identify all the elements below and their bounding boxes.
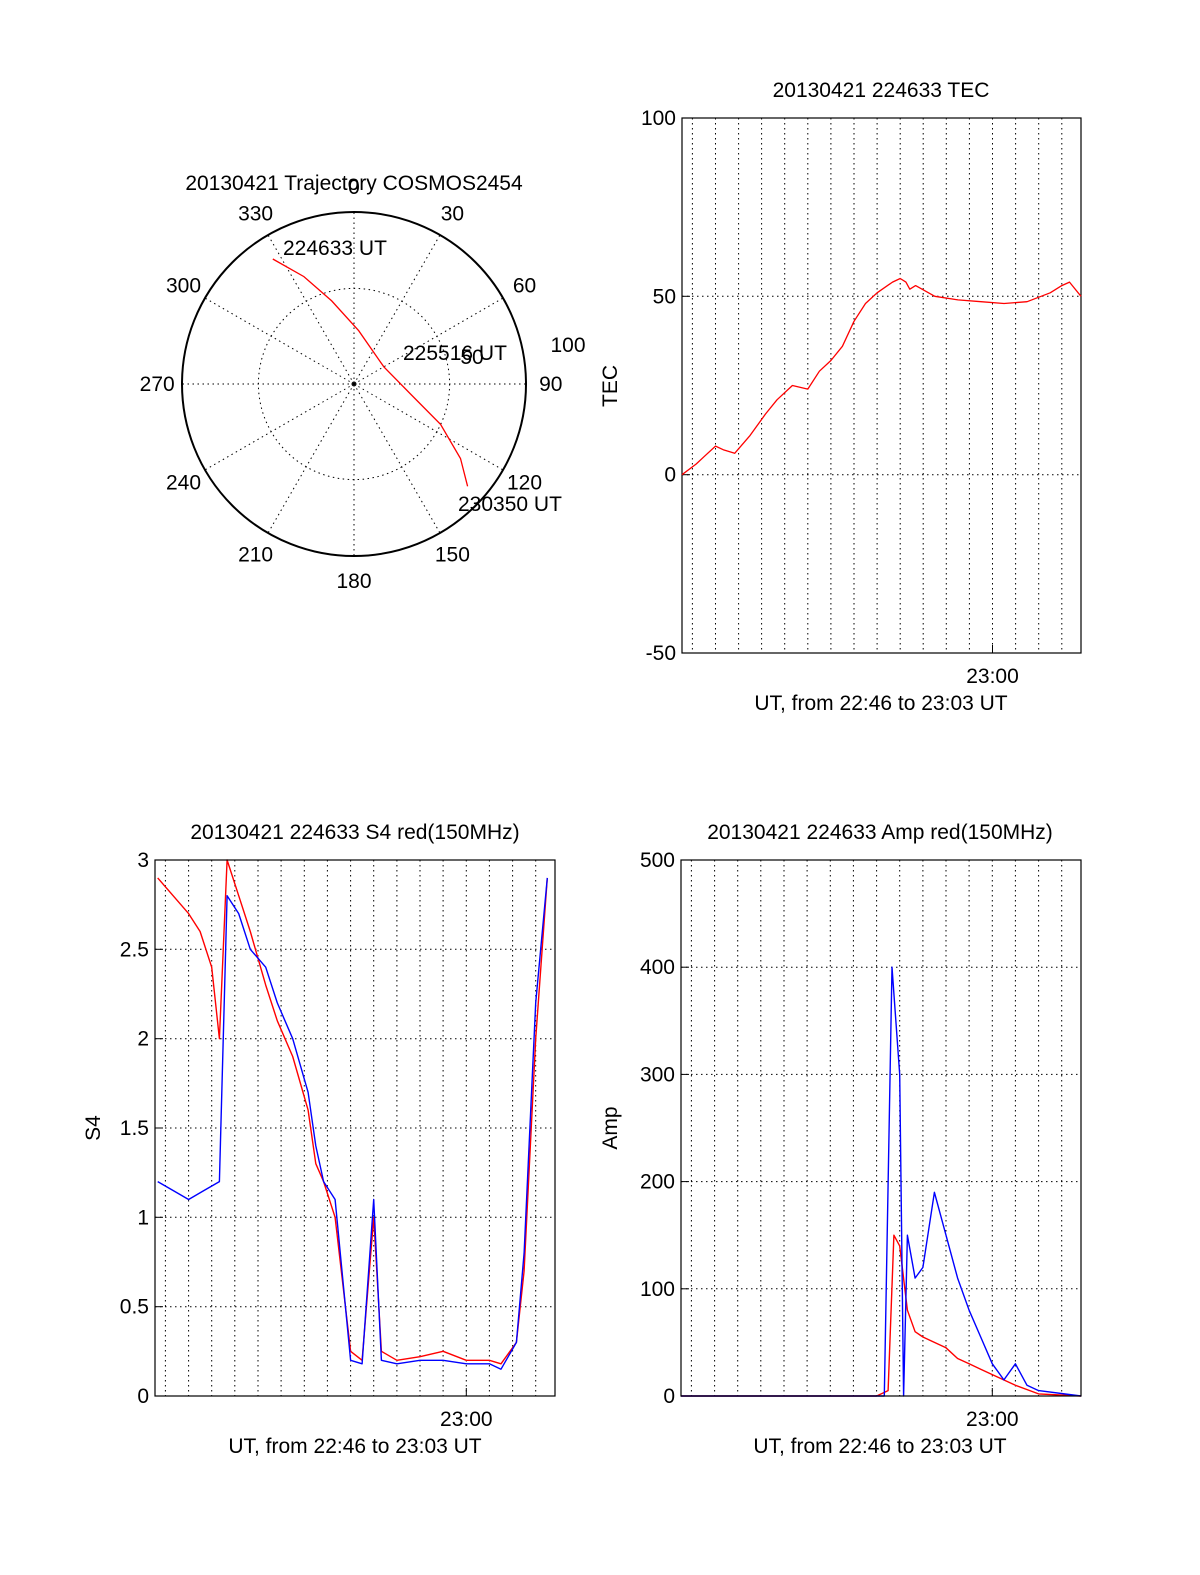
tec-ytick-label: 50 bbox=[653, 285, 676, 308]
s4-ytick-label: 1 bbox=[137, 1206, 149, 1229]
polar-spoke bbox=[204, 297, 355, 385]
polar-labels: 0 30 60 90 120 150 180 210 240 270 300 330 50 100 bbox=[140, 176, 586, 593]
tec-xticks: 23:00 bbox=[966, 665, 1019, 688]
amp-series bbox=[681, 966, 1082, 1397]
tec-ylabel: TEC bbox=[599, 365, 622, 407]
s4-ytick-label: 1.5 bbox=[120, 1117, 149, 1140]
s4-ytick-label: 2.5 bbox=[120, 938, 149, 961]
track-annotations: 224633 UT 225516 UT 230350 UT bbox=[283, 237, 562, 516]
tec-title: 20130421 224633 TEC bbox=[773, 79, 990, 102]
amp-series-line-1 bbox=[681, 966, 1082, 1397]
polar-spoke bbox=[204, 383, 355, 471]
s4-ytick-label: 2 bbox=[137, 1028, 149, 1051]
s4-grid bbox=[155, 859, 555, 1397]
azimuth-label: 90 bbox=[539, 373, 562, 396]
tec-xlabel: UT, from 22:46 to 23:03 UT bbox=[754, 692, 1007, 715]
s4-ytick-label: 0 bbox=[137, 1385, 149, 1408]
amp-yticks: 0 100 200 300 400 500 bbox=[640, 849, 675, 1408]
azimuth-label: 240 bbox=[166, 471, 201, 494]
s4-series bbox=[157, 859, 548, 1370]
polar-spoke bbox=[353, 383, 504, 471]
amp-ytick-label: 300 bbox=[640, 1063, 675, 1086]
amp-ytick-label: 200 bbox=[640, 1171, 675, 1194]
azimuth-label: 120 bbox=[507, 471, 542, 494]
amp-plot-frame bbox=[680, 859, 1082, 1397]
tec-series bbox=[681, 277, 1082, 476]
polar-spoke bbox=[353, 297, 504, 385]
amp-grid bbox=[681, 859, 1081, 1397]
trajectory-title: 20130421 Trajectory COSMOS2454 bbox=[185, 172, 523, 195]
s4-yticks: 0 0.5 1 1.5 2 2.5 3 bbox=[120, 849, 149, 1408]
azimuth-label: 30 bbox=[441, 203, 464, 226]
polar-ring-50 bbox=[257, 287, 451, 481]
radial-label: 50 bbox=[460, 346, 483, 369]
polar-grid bbox=[182, 212, 526, 556]
amp-xlabel: UT, from 22:46 to 23:03 UT bbox=[753, 1435, 1006, 1458]
azimuth-label: 60 bbox=[513, 275, 536, 298]
amp-series-line-0 bbox=[681, 1234, 1082, 1397]
s4-series-line-0 bbox=[157, 859, 548, 1365]
tec-ytick-label: 0 bbox=[664, 464, 676, 487]
radial-label: 100 bbox=[550, 334, 585, 357]
tec-xtick-label: 23:00 bbox=[966, 665, 1019, 688]
azimuth-label: 0 bbox=[348, 176, 360, 199]
s4-ytick-label: 3 bbox=[137, 849, 149, 872]
track-time-label: 230350 UT bbox=[458, 493, 562, 516]
amp-chart: 20130421 224633 Amp red(150MHz) 0 100 200 3… bbox=[599, 821, 1082, 1458]
azimuth-label: 210 bbox=[238, 544, 273, 567]
amp-ytick-label: 500 bbox=[640, 849, 675, 872]
amp-ylabel: Amp bbox=[599, 1106, 622, 1149]
trajectory-chart: 20130421 Trajectory COSMOS2454 0 30 60 90 12… bbox=[140, 172, 586, 593]
azimuth-label: 270 bbox=[140, 373, 175, 396]
s4-series-line-1 bbox=[157, 877, 548, 1370]
amp-ytick-label: 100 bbox=[640, 1278, 675, 1301]
s4-ytick-label: 0.5 bbox=[120, 1296, 149, 1319]
tec-series-line-0 bbox=[681, 277, 1082, 476]
satellite-track bbox=[272, 258, 469, 487]
s4-title: 20130421 224633 S4 red(150MHz) bbox=[190, 821, 519, 844]
polar-spoke bbox=[267, 234, 355, 385]
tec-yticks: -50 0 50 100 bbox=[641, 107, 676, 665]
track-time-label: 225516 UT bbox=[403, 342, 507, 365]
amp-ytick-label: 400 bbox=[640, 956, 675, 979]
polar-spoke bbox=[267, 383, 355, 534]
polar-spoke bbox=[353, 383, 441, 534]
amp-ytick-label: 0 bbox=[663, 1385, 675, 1408]
tec-plot-frame bbox=[681, 117, 1082, 654]
polar-outer-circle bbox=[181, 211, 527, 557]
s4-ylabel: S4 bbox=[82, 1115, 105, 1141]
s4-plot-frame bbox=[154, 859, 556, 1397]
azimuth-label: 150 bbox=[435, 544, 470, 567]
azimuth-label: 180 bbox=[336, 570, 371, 593]
polar-center bbox=[351, 381, 357, 387]
amp-xtick-label: 23:00 bbox=[966, 1408, 1019, 1431]
polar-spoke bbox=[353, 234, 441, 385]
s4-xticks: 23:00 bbox=[440, 1408, 493, 1431]
tec-ytick-label: -50 bbox=[646, 642, 676, 665]
azimuth-label: 330 bbox=[238, 203, 273, 226]
s4-xlabel: UT, from 22:46 to 23:03 UT bbox=[228, 1435, 481, 1458]
s4-xtick-label: 23:00 bbox=[440, 1408, 493, 1431]
amp-xticks: 23:00 bbox=[966, 1408, 1019, 1431]
tec-grid bbox=[682, 117, 1081, 654]
tec-ytick-label: 100 bbox=[641, 107, 676, 130]
azimuth-label: 300 bbox=[166, 275, 201, 298]
tec-chart: 20130421 224633 TEC -50 0 50 100 23:00 UT, … bbox=[599, 79, 1082, 715]
amp-title: 20130421 224633 Amp red(150MHz) bbox=[707, 821, 1053, 844]
track-time-label: 224633 UT bbox=[283, 237, 387, 260]
s4-chart: 20130421 224633 S4 red(150MHz) 0 0.5 1 1.5 2… bbox=[82, 821, 556, 1458]
